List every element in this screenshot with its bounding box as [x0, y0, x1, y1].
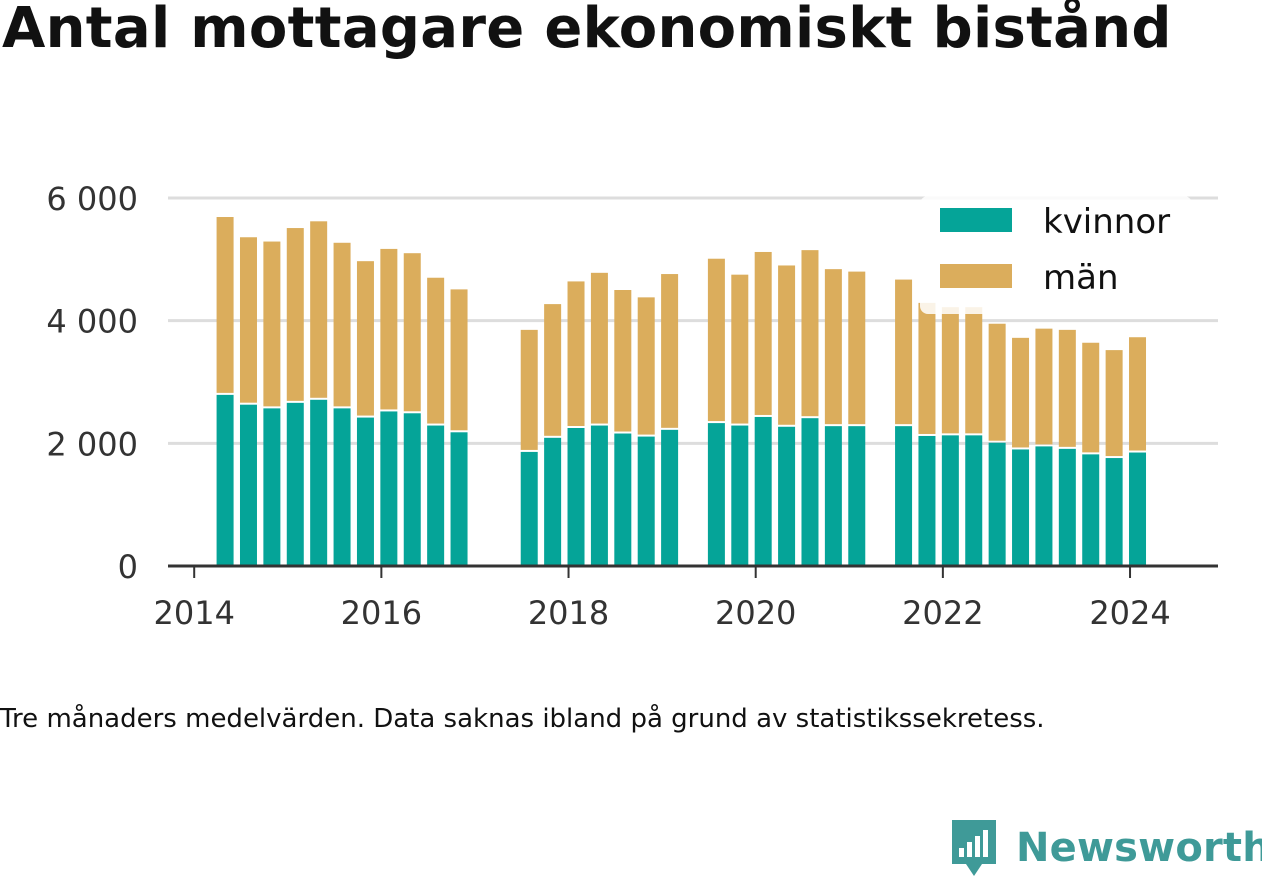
bar-man	[590, 272, 608, 424]
bar-kvinnor	[263, 408, 281, 566]
bar-kvinnor	[941, 435, 959, 566]
x-tick-label: 2014	[153, 594, 234, 632]
bar-kvinnor	[637, 436, 655, 566]
bar-man	[731, 274, 749, 424]
bar-kvinnor	[216, 394, 234, 566]
bar-man	[286, 228, 304, 401]
bar-man	[1012, 337, 1030, 448]
bar-man	[263, 241, 281, 407]
bar-man	[895, 279, 913, 425]
x-tick-label: 2020	[715, 594, 796, 632]
y-tick-label: 2 000	[46, 425, 138, 463]
y-tick-label: 0	[118, 548, 138, 586]
y-tick-label: 6 000	[46, 180, 138, 218]
bar-man	[333, 242, 351, 407]
bar-man	[965, 307, 983, 434]
bar-kvinnor	[1105, 458, 1123, 566]
legend-label: kvinnor	[1043, 202, 1170, 242]
bar-kvinnor	[801, 418, 819, 566]
bar-kvinnor	[707, 423, 725, 566]
bar-kvinnor	[1082, 454, 1100, 566]
chart-title: Antal mottagare ekonomiskt bistånd	[2, 0, 1172, 61]
legend-swatch	[940, 264, 1012, 288]
bar-man	[544, 304, 562, 436]
bar-man	[614, 290, 632, 432]
bar-man	[754, 251, 772, 415]
bar-kvinnor	[567, 428, 585, 566]
bar-man	[707, 258, 725, 422]
bar-man	[661, 274, 679, 428]
bar-kvinnor	[918, 435, 936, 566]
brand-name: Newsworthy	[1016, 825, 1262, 871]
bar-man	[1058, 329, 1076, 447]
bar-kvinnor	[1012, 449, 1030, 566]
bar-man	[778, 265, 796, 425]
legend-swatch	[940, 208, 1012, 232]
bar-man	[988, 323, 1006, 441]
bar-kvinnor	[356, 417, 374, 566]
legend: kvinnor män	[920, 196, 1192, 314]
x-tick-label: 2024	[1089, 594, 1170, 632]
bar-man	[403, 253, 421, 412]
bar-man	[450, 289, 468, 431]
bar-man	[1035, 328, 1053, 445]
bar-kvinnor	[778, 426, 796, 566]
bar-man	[1129, 337, 1147, 451]
bar-man	[427, 277, 445, 424]
bar-kvinnor	[310, 399, 328, 566]
bar-kvinnor	[520, 451, 538, 566]
y-tick-label: 4 000	[46, 303, 138, 341]
bar-kvinnor	[661, 429, 679, 566]
x-tick-label: 2016	[341, 594, 422, 632]
bar-kvinnor	[286, 402, 304, 566]
bar-man	[801, 250, 819, 417]
bar-man	[520, 329, 538, 450]
bar-kvinnor	[848, 426, 866, 566]
bar-man	[310, 221, 328, 398]
bar-kvinnor	[239, 404, 257, 566]
bar-kvinnor	[824, 426, 842, 566]
bar-kvinnor	[544, 437, 562, 566]
bar-kvinnor	[403, 413, 421, 566]
bar-kvinnor	[754, 416, 772, 566]
bar-kvinnor	[333, 408, 351, 566]
bar-man	[941, 307, 959, 434]
chart: 0 2 000 4 000 6 000 2014 2016 2018 2020 2022 2024…	[46, 180, 1218, 632]
brand-logo: Newsworthy	[950, 818, 1262, 878]
bar-kvinnor	[895, 426, 913, 566]
bar-man	[824, 269, 842, 425]
bar-kvinnor	[988, 442, 1006, 566]
bar-man	[239, 237, 257, 403]
bar-kvinnor	[1035, 446, 1053, 566]
bar-man	[380, 248, 398, 410]
bar-kvinnor	[731, 425, 749, 566]
x-tick-label: 2018	[528, 594, 609, 632]
bar-man	[1105, 350, 1123, 457]
bar-kvinnor	[1129, 452, 1147, 566]
chart-bubble-icon	[952, 820, 996, 876]
bar-kvinnor	[965, 435, 983, 566]
footnote: Tre månaders medelvärden. Data saknas ib…	[0, 704, 1045, 734]
bar-man	[356, 261, 374, 416]
x-tick-label: 2022	[902, 594, 983, 632]
bar-man	[216, 217, 234, 393]
bar-kvinnor	[590, 425, 608, 566]
bar-kvinnor	[427, 425, 445, 566]
axes: 0 2 000 4 000 6 000 2014 2016 2018 2020 2022 2024	[46, 180, 1218, 632]
bar-kvinnor	[450, 432, 468, 566]
bar-kvinnor	[614, 433, 632, 566]
bars	[216, 217, 1147, 566]
bar-man	[1082, 342, 1100, 453]
bar-kvinnor	[1058, 448, 1076, 566]
bar-man	[567, 281, 585, 426]
bar-man	[637, 297, 655, 435]
legend-label: män	[1043, 258, 1119, 298]
bar-man	[918, 302, 936, 434]
bar-man	[848, 271, 866, 425]
bar-kvinnor	[380, 411, 398, 566]
